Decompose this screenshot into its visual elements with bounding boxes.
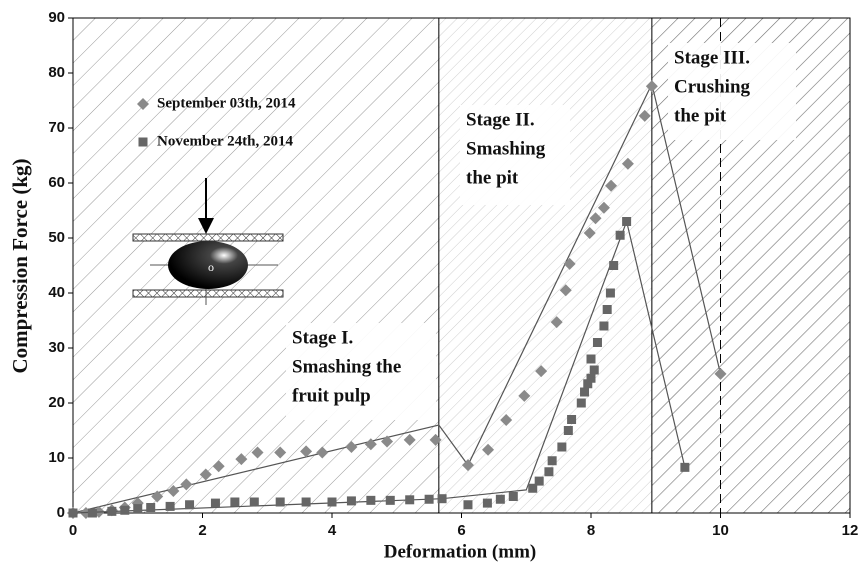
square-marker [622, 217, 631, 226]
square-marker [347, 496, 356, 505]
chart: Stage I. Smashing the fruit pulp Stage II. S… [0, 0, 860, 568]
stage-annotation: fruit pulp [292, 385, 371, 406]
square-marker [230, 498, 239, 507]
square-marker [548, 456, 557, 465]
square-marker [276, 498, 285, 507]
stage-annotation: Smashing [466, 138, 546, 159]
square-marker [609, 261, 618, 270]
square-marker [211, 499, 220, 508]
square-marker [599, 322, 608, 331]
x-tick-label: 10 [712, 522, 729, 539]
legend-label: November 24th, 2014 [157, 133, 293, 149]
square-marker [593, 338, 602, 347]
square-marker [120, 506, 129, 515]
x-axis-label: Deformation (mm) [384, 541, 536, 562]
stage-annotation: Stage III. [674, 47, 750, 68]
y-tick-label: 60 [48, 174, 65, 191]
square-marker [133, 504, 142, 513]
stage-annotation: Crushing [674, 76, 751, 97]
square-marker [577, 399, 586, 408]
square-marker [603, 305, 612, 314]
square-marker [185, 500, 194, 509]
x-tick-label: 2 [198, 522, 206, 539]
stage-annotation: the pit [674, 105, 727, 126]
square-marker [386, 496, 395, 505]
square-marker [680, 463, 689, 472]
square-marker [250, 498, 259, 507]
y-tick-label: 70 [48, 119, 65, 136]
square-marker [567, 415, 576, 424]
square-marker [302, 498, 311, 507]
y-tick-label: 0 [57, 504, 65, 521]
square-marker [509, 492, 518, 501]
square-marker [535, 477, 544, 486]
square-marker [606, 289, 615, 298]
square-marker [463, 500, 472, 509]
y-axis-label: Compression Force (kg) [8, 158, 32, 373]
y-tick-label: 30 [48, 339, 65, 356]
square-marker [139, 138, 148, 147]
y-tick-label: 90 [48, 9, 65, 26]
stage-annotation: Smashing the [292, 356, 401, 377]
square-marker [590, 366, 599, 375]
square-marker [616, 231, 625, 240]
square-marker [366, 496, 375, 505]
stage-annotation: the pit [466, 167, 519, 188]
square-marker [328, 498, 337, 507]
square-marker [405, 495, 414, 504]
square-marker [88, 509, 97, 518]
stage-annotation: Stage II. [466, 109, 535, 130]
x-tick-label: 4 [328, 522, 337, 539]
y-tick-label: 50 [48, 229, 65, 246]
x-tick-label: 6 [457, 522, 465, 539]
square-marker [580, 388, 589, 397]
inset-label: o [208, 260, 214, 274]
square-marker [564, 426, 573, 435]
x-tick-label: 0 [69, 522, 77, 539]
x-tick-label: 12 [842, 522, 859, 539]
square-marker [587, 355, 596, 364]
square-marker [544, 467, 553, 476]
x-tick-label: 8 [587, 522, 595, 539]
y-tick-label: 80 [48, 64, 65, 81]
legend-label: September 03th, 2014 [157, 95, 296, 111]
square-marker [69, 509, 78, 518]
square-marker [166, 502, 175, 511]
y-tick-label: 20 [48, 394, 65, 411]
square-marker [557, 443, 566, 452]
y-tick-label: 10 [48, 449, 65, 466]
y-tick-label: 40 [48, 284, 65, 301]
square-marker [425, 495, 434, 504]
square-marker [496, 495, 505, 504]
square-marker [483, 499, 492, 508]
stage-annotation: Stage I. [292, 327, 353, 348]
square-marker [107, 507, 116, 516]
square-marker [438, 494, 447, 503]
square-marker [146, 503, 155, 512]
square-marker [587, 374, 596, 383]
